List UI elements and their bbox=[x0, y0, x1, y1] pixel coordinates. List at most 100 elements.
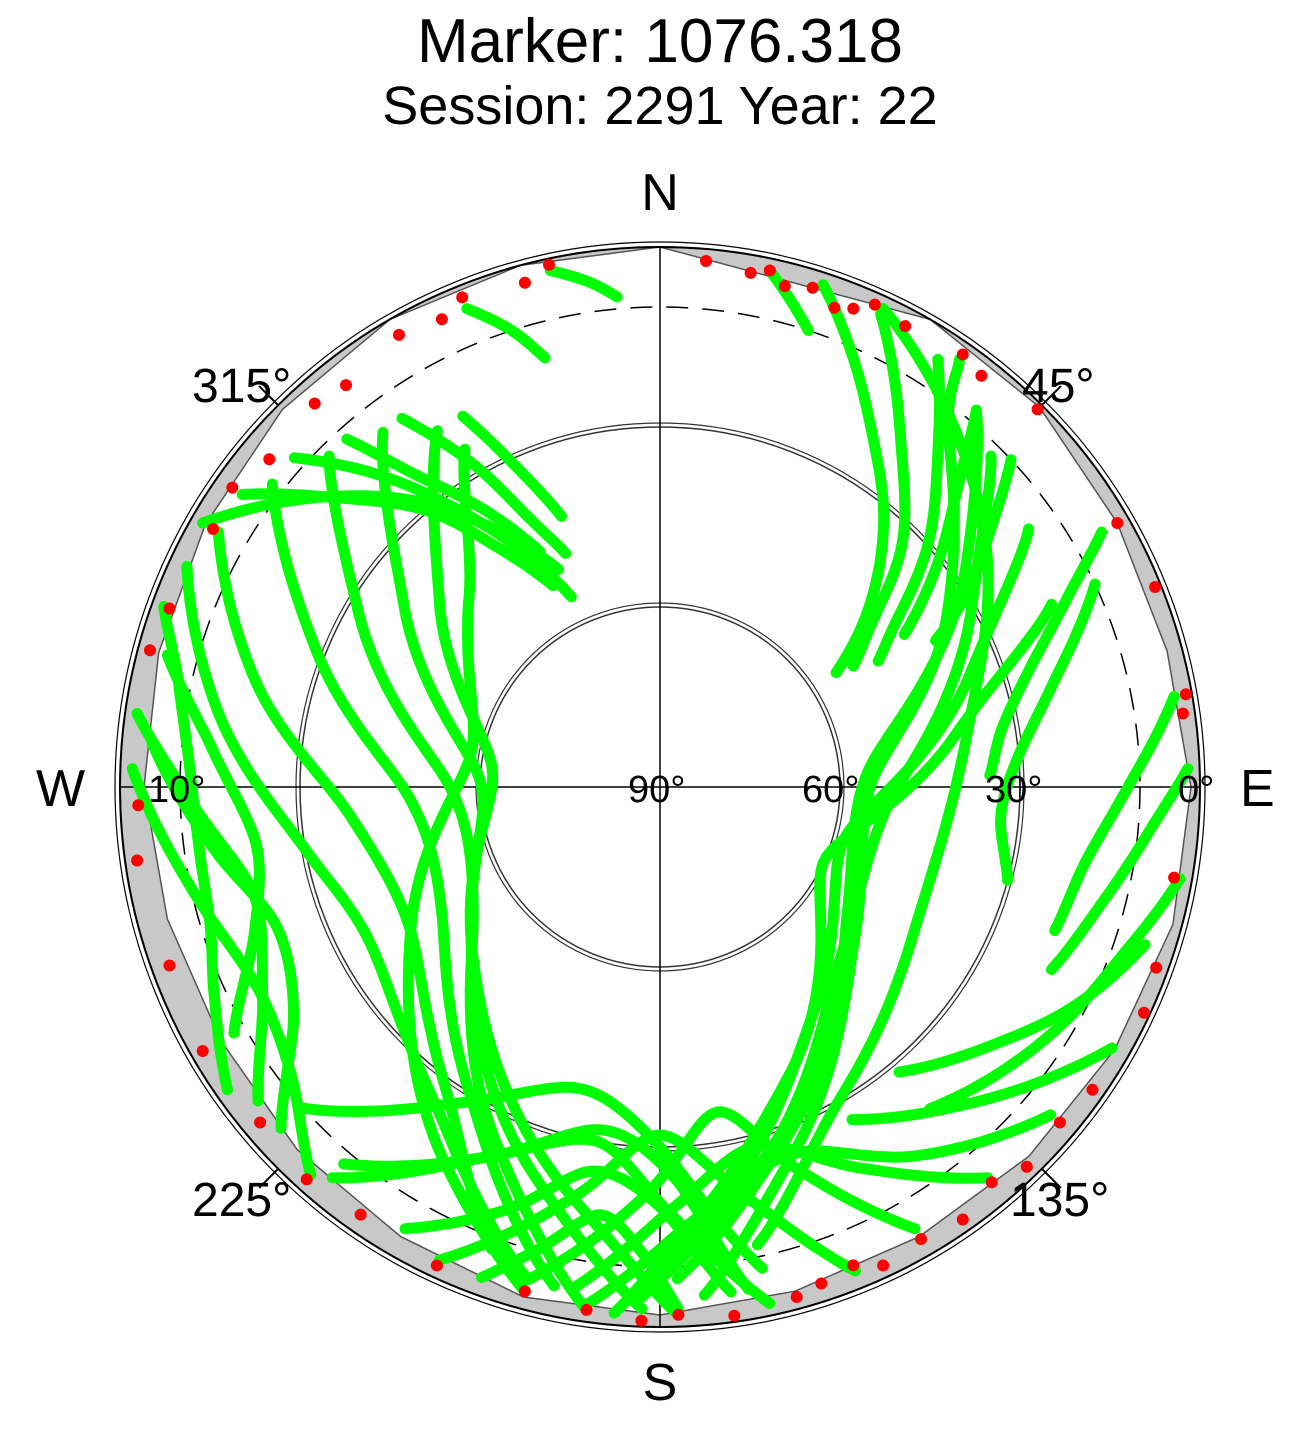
flagged-point-38 bbox=[254, 1116, 267, 1129]
flagged-point-23 bbox=[985, 1176, 998, 1189]
flagged-point-25 bbox=[915, 1233, 927, 1246]
flagged-point-53 bbox=[518, 276, 531, 289]
satellite-track-47 bbox=[297, 1081, 768, 1274]
satellite-track-26 bbox=[288, 452, 577, 603]
flagged-point-24 bbox=[956, 1213, 969, 1226]
flagged-point-16 bbox=[1176, 707, 1189, 720]
flagged-point-21 bbox=[1053, 1116, 1066, 1129]
flagged-point-13 bbox=[1111, 517, 1124, 529]
flagged-point-5 bbox=[806, 281, 819, 294]
flagged-point-47 bbox=[263, 453, 276, 466]
flagged-point-33 bbox=[580, 1303, 593, 1316]
flagged-point-34 bbox=[518, 1285, 531, 1298]
compass-east: E bbox=[1240, 760, 1275, 818]
satellite-track-30 bbox=[461, 303, 551, 364]
satellite-track-20 bbox=[565, 1140, 994, 1295]
satellite-track-42 bbox=[158, 600, 233, 1096]
flagged-point-36 bbox=[354, 1208, 367, 1221]
flagged-point-37 bbox=[300, 1173, 313, 1186]
flagged-point-31 bbox=[672, 1308, 685, 1321]
flagged-point-46 bbox=[226, 481, 239, 494]
flagged-point-27 bbox=[847, 1259, 860, 1272]
satellite-track-9 bbox=[1046, 763, 1194, 976]
flagged-point-41 bbox=[131, 854, 144, 867]
flagged-point-26 bbox=[877, 1259, 890, 1272]
compass-south: S bbox=[643, 1354, 678, 1412]
satellite-track-17 bbox=[751, 303, 994, 1251]
azimuth-tick-225 bbox=[258, 1168, 279, 1189]
flagged-point-45 bbox=[207, 523, 220, 535]
satellite-track-8 bbox=[1049, 690, 1180, 937]
flagged-point-1 bbox=[700, 255, 712, 267]
satellite-track-33 bbox=[181, 560, 534, 1286]
satellite-track-31 bbox=[544, 265, 623, 303]
flagged-point-18 bbox=[1150, 961, 1163, 974]
compass-north: N bbox=[641, 164, 679, 222]
flagged-point-49 bbox=[340, 379, 352, 392]
elevation-label-0: 0° bbox=[1178, 769, 1214, 811]
flagged-point-50 bbox=[393, 328, 405, 341]
satellite-track-3 bbox=[872, 353, 945, 667]
flagged-point-39 bbox=[196, 1045, 209, 1057]
flagged-point-35 bbox=[430, 1259, 443, 1272]
flagged-point-3 bbox=[763, 264, 776, 277]
flagged-point-44 bbox=[163, 602, 176, 615]
satellite-track-1 bbox=[817, 279, 890, 679]
satellite-track-4 bbox=[898, 404, 982, 640]
satellite-track-12 bbox=[846, 1042, 1118, 1126]
flagged-point-11 bbox=[975, 369, 988, 382]
azimuth-tick-315 bbox=[258, 385, 279, 406]
flagged-point-10 bbox=[956, 348, 969, 361]
outer-ring-frame bbox=[114, 241, 1206, 1333]
flagged-point-2 bbox=[744, 266, 757, 279]
flagged-point-29 bbox=[790, 1291, 803, 1303]
azimuth-label-315: 315° bbox=[192, 360, 291, 413]
elevation-label-90: 90° bbox=[628, 769, 685, 811]
flagged-point-14 bbox=[1149, 581, 1162, 593]
satellite-track-2 bbox=[847, 308, 911, 672]
flagged-point-22 bbox=[1020, 1160, 1033, 1173]
satellite-track-45 bbox=[399, 1165, 737, 1298]
flagged-point-20 bbox=[1086, 1083, 1099, 1096]
satellite-track-46 bbox=[338, 1124, 755, 1295]
satellite-track-38 bbox=[427, 425, 684, 1321]
satellite-track-34 bbox=[212, 526, 498, 1255]
flagged-point-17 bbox=[1168, 871, 1181, 884]
flagged-point-52 bbox=[456, 291, 469, 304]
elevation-label-30: 30° bbox=[985, 769, 1042, 811]
flagged-point-12 bbox=[1031, 403, 1044, 416]
flagged-point-48 bbox=[308, 397, 321, 410]
flagged-point-51 bbox=[435, 313, 448, 326]
flagged-point-54 bbox=[543, 258, 555, 271]
satellite-track-10 bbox=[924, 873, 1186, 1115]
satellite-track-6 bbox=[984, 526, 1108, 781]
flagged-point-4 bbox=[778, 280, 791, 293]
satellite-track-29 bbox=[457, 410, 567, 522]
chart-subtitle: Session: 2291 Year: 22 bbox=[382, 76, 937, 136]
satellite-tracks bbox=[126, 265, 1194, 1321]
satellite-track-36 bbox=[323, 450, 592, 1316]
elevation-label-60: 60° bbox=[802, 769, 859, 811]
azimuth-label-135: 135° bbox=[1010, 1174, 1109, 1227]
flagged-point-32 bbox=[635, 1314, 648, 1327]
satellite-track-11 bbox=[893, 939, 1151, 1078]
satellite-track-48 bbox=[476, 1209, 684, 1315]
flagged-point-42 bbox=[132, 799, 145, 812]
azimuth-label-45: 45° bbox=[1022, 360, 1095, 413]
flagged-point-19 bbox=[1138, 1006, 1150, 1019]
compass-west: W bbox=[36, 760, 85, 818]
flagged-point-9 bbox=[899, 320, 912, 333]
flagged-point-43 bbox=[144, 644, 156, 657]
azimuth-tick-135 bbox=[1041, 1168, 1062, 1189]
flagged-observations bbox=[131, 255, 1192, 1327]
satellite-track-21 bbox=[522, 1106, 921, 1286]
flagged-point-40 bbox=[163, 959, 176, 972]
flagged-point-7 bbox=[847, 302, 860, 315]
satellite-track-32 bbox=[764, 265, 814, 336]
chart-title: Marker: 1076.318 bbox=[417, 7, 903, 76]
satellite-track-39 bbox=[402, 443, 531, 1297]
satellite-track-7 bbox=[995, 578, 1101, 886]
flagged-point-6 bbox=[828, 301, 841, 314]
azimuth-label-225: 225° bbox=[192, 1174, 291, 1227]
